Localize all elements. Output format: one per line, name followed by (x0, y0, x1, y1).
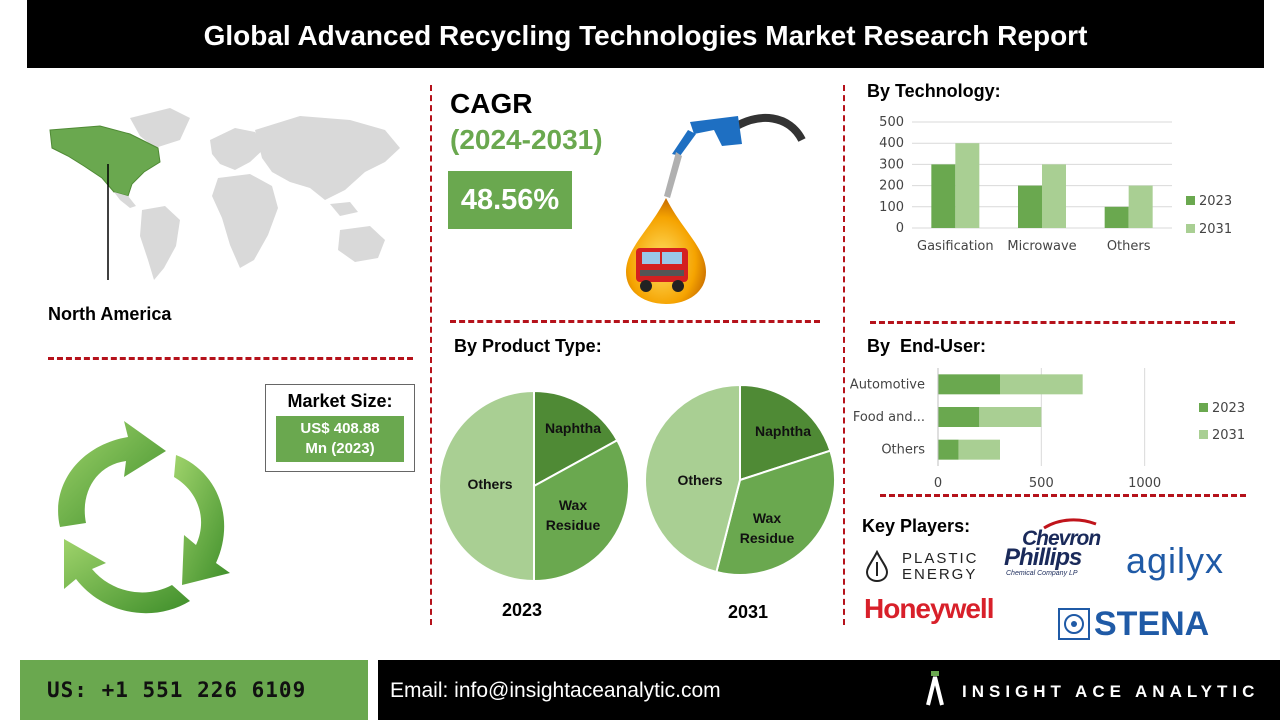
cagr-period: (2024-2031) (450, 124, 603, 155)
key-players-section-title: Key Players: (862, 516, 971, 536)
market-size-value-line2: Mn (2023) (305, 440, 375, 457)
end-user-bar-2023 (938, 374, 1000, 395)
tech-legend-label: 2023 (1199, 194, 1232, 209)
stena-emblem-icon (1058, 608, 1090, 640)
tech-bar-2023 (931, 164, 956, 228)
insight-ace-logo-icon (926, 671, 944, 706)
pie-2031-slice-label: Others (677, 472, 722, 488)
end-user-bar-2023 (938, 407, 980, 427)
divider-middle (450, 320, 820, 323)
end-user-legend-swatch (1199, 403, 1208, 412)
tech-y-tick-label: 400 (879, 136, 904, 151)
brand-name: INSIGHT ACE ANALYTIC (962, 682, 1260, 701)
pie-chart-2031: Naphtha Wax Residue Others (644, 383, 836, 576)
tech-legend-swatch (1186, 224, 1195, 233)
end-user-bar-2031 (979, 407, 1042, 427)
market-size-card: Market Size: US$ 408.88 Mn (2023) (265, 384, 415, 472)
stena-logo: STENA (1058, 605, 1210, 643)
recycle-icon (58, 421, 230, 614)
pie-year-2023: 2023 (502, 600, 543, 620)
header-bar: Global Advanced Recycling Technologies M… (27, 0, 1264, 68)
tech-y-tick-label: 100 (879, 200, 904, 215)
pie-2023-slice-label: Naphtha (545, 420, 601, 436)
region-label: North America (48, 304, 172, 324)
pie-2031-slice-naphtha (739, 383, 832, 482)
tech-bar-2031 (1128, 185, 1153, 228)
footer-email-bar: Email: info@insightaceanalytic.com INSIG… (378, 660, 1280, 720)
tech-y-tick-label: 0 (896, 221, 904, 236)
tech-legend-label: 2031 (1199, 222, 1232, 237)
tech-legend-swatch (1186, 196, 1195, 205)
pie-year-2031: 2031 (728, 602, 769, 622)
divider-left (48, 357, 413, 360)
end-user-section-title: By End-User: (867, 336, 987, 356)
chevron-subtitle: Chemical Company LP (1006, 570, 1078, 577)
end-user-legend-swatch (1199, 430, 1208, 439)
tech-x-tick-label: Gasification (917, 239, 994, 254)
market-size-value: US$ 408.88 Mn (2023) (276, 416, 404, 462)
tech-x-tick-label: Others (1107, 239, 1151, 254)
pie-2031-slice-others (644, 383, 741, 574)
chevron-phillips-logo: Chevron Phillips Chemical Company LP (1002, 518, 1120, 582)
pie-2023-slice-wax-residue (533, 438, 630, 583)
tech-y-tick-label: 200 (879, 179, 904, 194)
market-size-value-line1: US$ 408.88 (300, 420, 380, 437)
column-divider-right (843, 85, 845, 625)
pie-2023-slice-label: Wax (559, 497, 587, 513)
stena-text: STENA (1094, 605, 1210, 643)
pie-2023-slice-others (438, 389, 535, 583)
technology-bar-chart: 0 100 200 300 400 500 Gasification Microwave Oth… (879, 115, 1232, 254)
plastic-energy-logo: PLASTIC ENERGY (864, 548, 984, 584)
divider-right-bottom (880, 494, 1246, 497)
end-user-legend-label: 2031 (1212, 428, 1245, 443)
page-title: Global Advanced Recycling Technologies M… (203, 20, 1088, 51)
cagr-label: CAGR (450, 88, 533, 119)
pie-2031-slice-wax-residue (715, 449, 836, 576)
technology-section-title: By Technology: (867, 81, 1001, 101)
pie-2023-slice-label: Residue (546, 517, 601, 533)
end-user-bar-2023 (938, 439, 959, 460)
honeywell-logo: Honeywell (864, 593, 994, 624)
tech-bar-2023 (1104, 206, 1129, 228)
market-size-label: Market Size: (287, 391, 393, 411)
phone-number[interactable]: US: +1 551 226 6109 (47, 678, 307, 702)
pie-2031-slice-label: Residue (740, 530, 795, 546)
product-type-section-title: By Product Type: (454, 336, 602, 356)
agilyx-logo: agilyx (1126, 540, 1225, 581)
plastic-energy-line1: PLASTIC (902, 550, 979, 567)
tech-bar-2023 (1018, 185, 1042, 228)
column-divider-left (430, 85, 432, 625)
email-address[interactable]: Email: info@insightaceanalytic.com (390, 679, 721, 702)
tech-y-tick-label: 300 (879, 157, 904, 172)
end-user-legend-label: 2023 (1212, 401, 1245, 416)
plastic-energy-line2: ENERGY (902, 566, 978, 583)
end-user-bar-2031 (1000, 374, 1083, 395)
pie-2031-slice-label: Naphtha (755, 423, 811, 439)
chevron-swoosh-icon (1043, 518, 1097, 530)
chevron-line2: Phillips (1004, 544, 1082, 571)
plastic-energy-drop-icon (865, 550, 889, 582)
end-user-bar-chart: 0 500 1000 Automotive Food and... Others 2023 2… (850, 368, 1245, 491)
pie-2023-slice-label: Others (467, 476, 512, 492)
end-user-x-tick-label: 500 (1029, 476, 1054, 491)
end-user-bar-2031 (958, 439, 1000, 460)
footer-phone-bar: US: +1 551 226 6109 (20, 660, 368, 720)
world-map (49, 108, 400, 280)
tech-x-tick-label: Microwave (1007, 239, 1076, 254)
tech-y-tick-label: 500 (879, 115, 904, 130)
end-user-x-tick-label: 1000 (1128, 476, 1161, 491)
cagr-value: 48.56% (448, 171, 572, 229)
end-user-y-tick-label: Automotive (850, 377, 925, 392)
divider-right-top (870, 321, 1235, 324)
chevron-line1: Chevron (1022, 527, 1101, 550)
pie-2031-slice-label: Wax (753, 510, 781, 526)
pie-chart-2023: Naphtha Wax Residue Others (438, 389, 630, 583)
fuel-drop-truck-icon (626, 113, 806, 304)
end-user-y-tick-label: Food and... (853, 410, 925, 425)
end-user-y-tick-label: Others (881, 443, 925, 458)
end-user-x-tick-label: 0 (934, 476, 942, 491)
tech-bar-2031 (1042, 164, 1066, 228)
tech-bar-2031 (955, 143, 980, 228)
pie-2023-slice-naphtha (533, 389, 619, 488)
